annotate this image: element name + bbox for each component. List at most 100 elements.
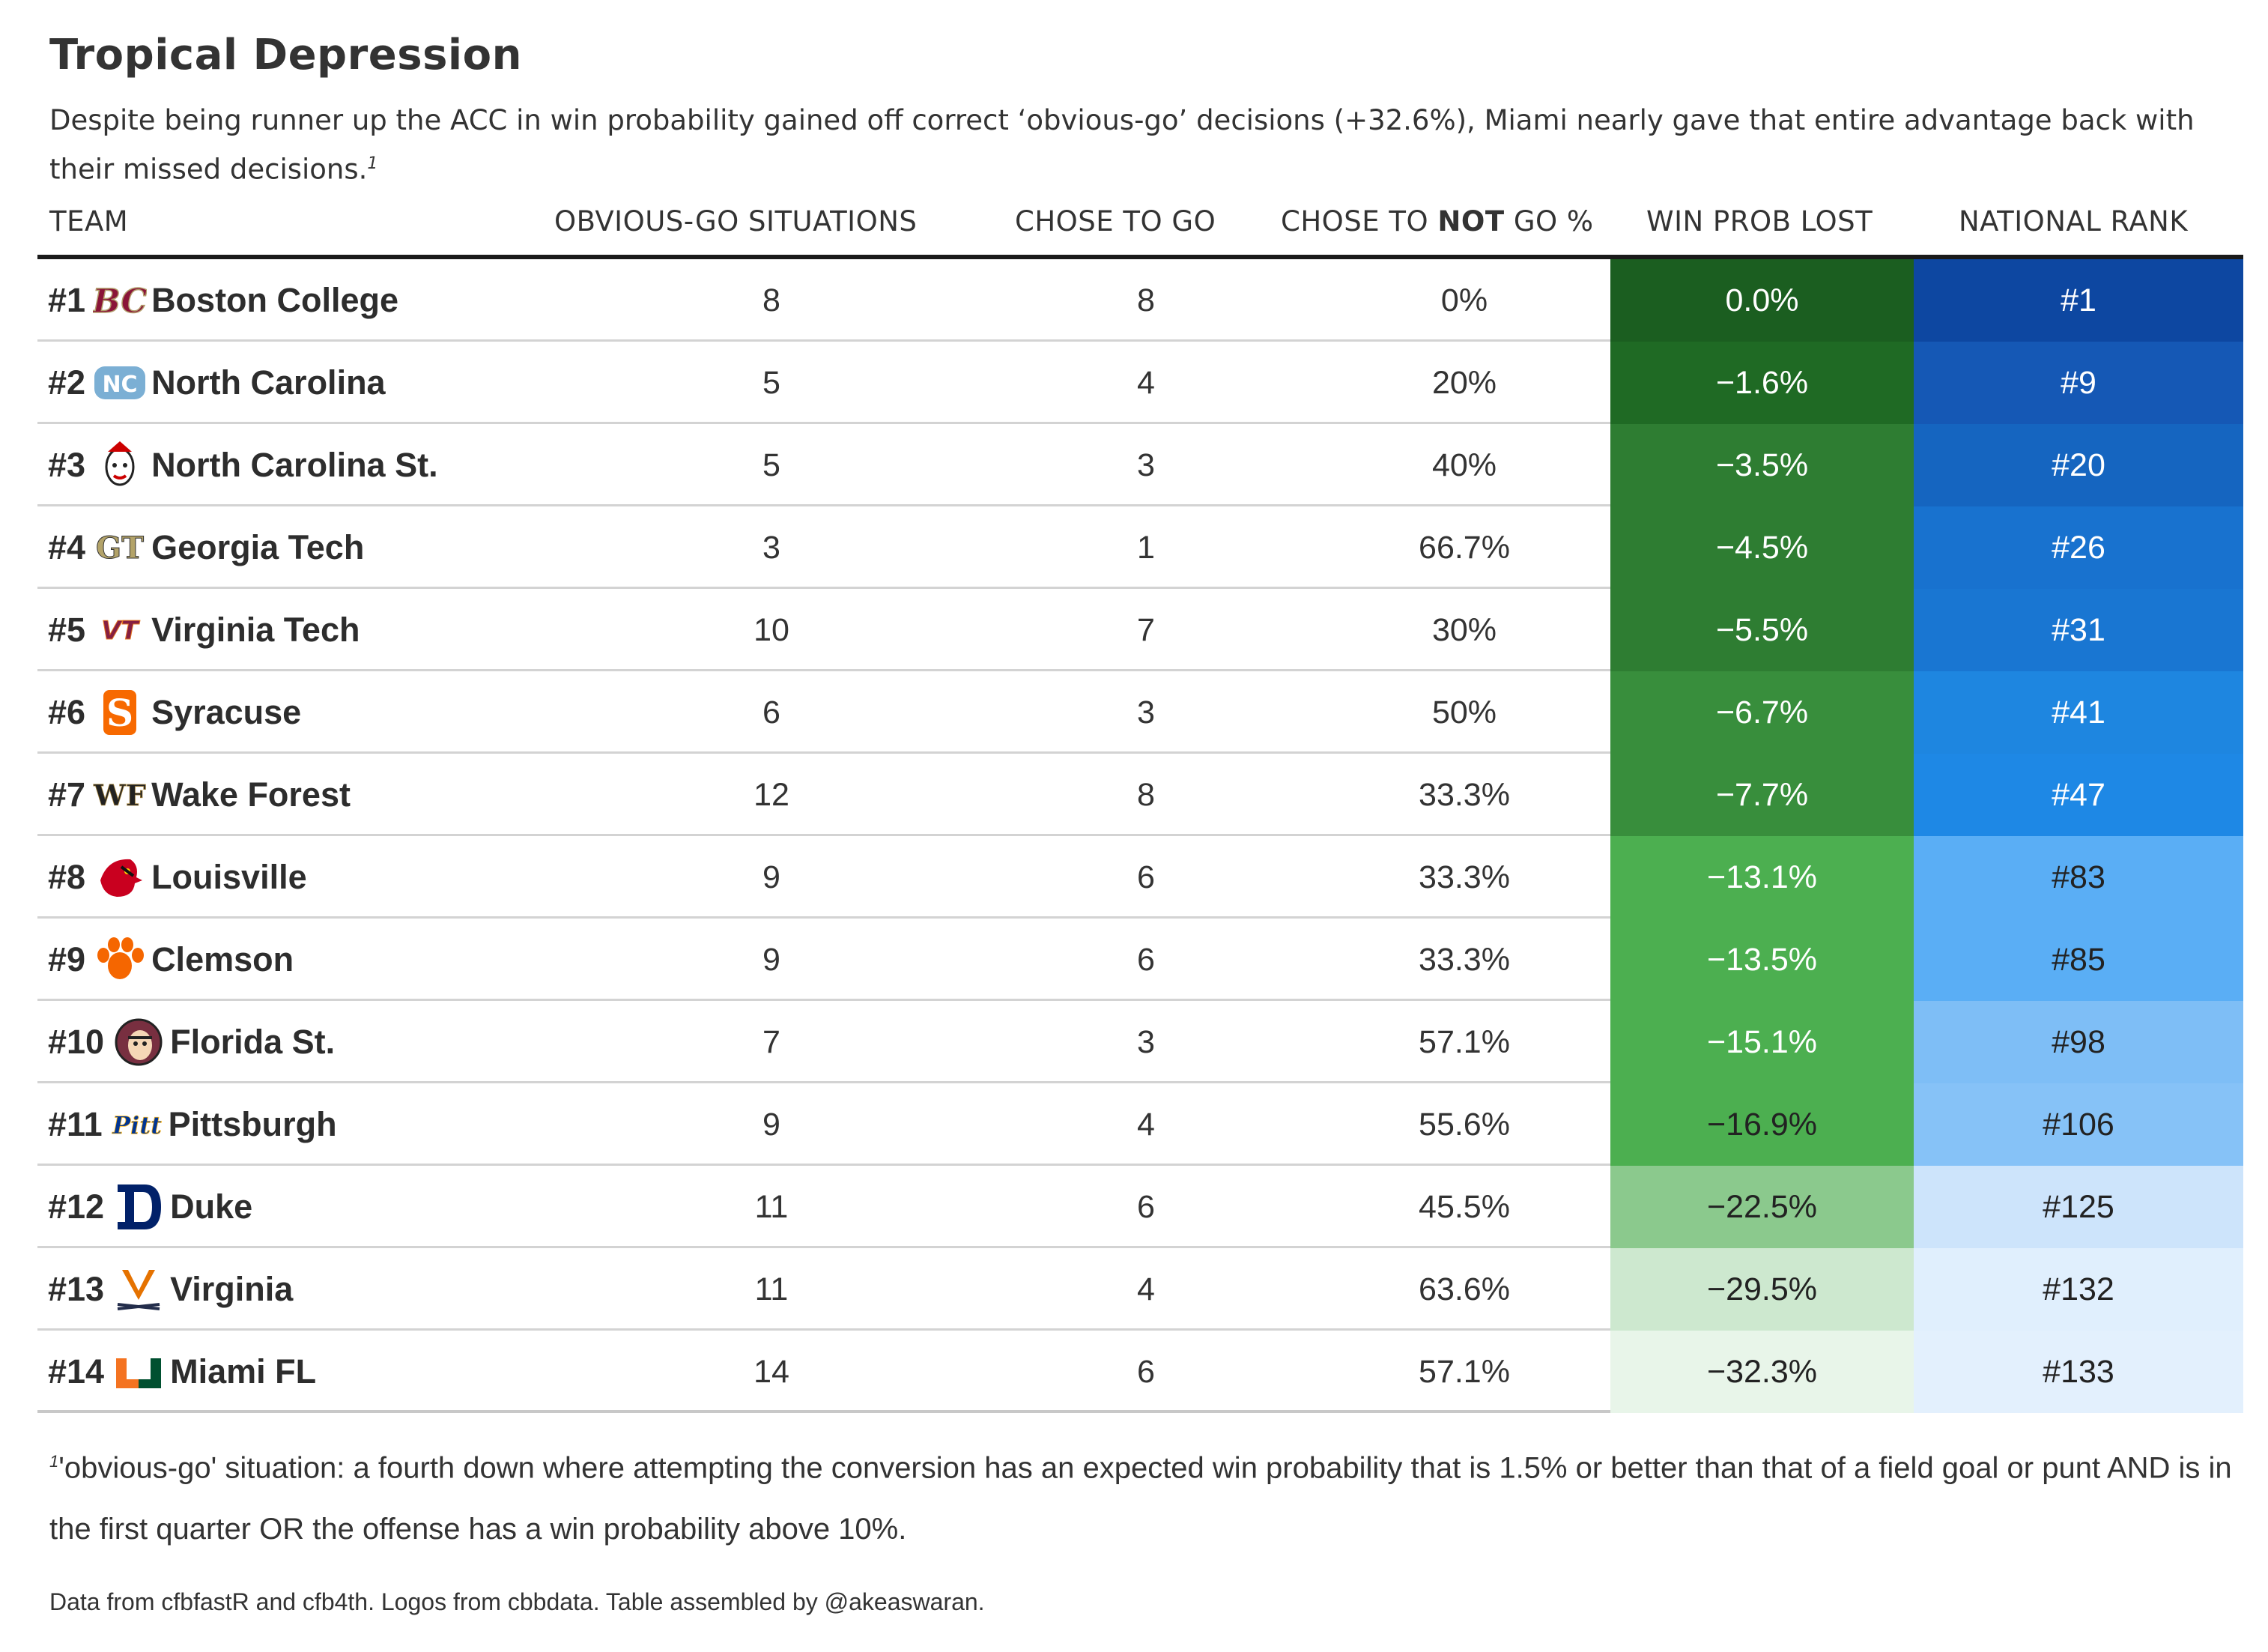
team-cell: #6 S Syracuse xyxy=(48,671,301,754)
table-row: #2 NC North Carolina 5 4 20% −1.6% #9 xyxy=(37,342,2243,424)
header-not-post: GO % xyxy=(1504,205,1594,237)
team-logo-icon: NC xyxy=(93,356,147,410)
header-not-bold: NOT xyxy=(1437,205,1505,237)
team-name: Virginia xyxy=(170,1270,294,1308)
header-chose-to-go: CHOSE TO GO xyxy=(1015,205,1216,237)
chose-not-go-cell: 57.1% xyxy=(1419,1024,1510,1060)
obvious-go-cell: 6 xyxy=(762,695,780,730)
team-rank: #10 xyxy=(48,1023,105,1061)
national-rank-cell: #83 xyxy=(1914,836,2243,919)
obvious-go-cell: 9 xyxy=(762,859,780,895)
obvious-go-cell: 10 xyxy=(754,612,789,648)
chose-not-go-cell: 66.7% xyxy=(1419,530,1510,566)
team-cell: #4 GT Georgia Tech xyxy=(48,506,364,589)
header-not-pre: CHOSE TO xyxy=(1281,205,1438,237)
team-logo-icon: WF xyxy=(93,768,147,822)
team-rank: #3 xyxy=(48,446,86,484)
team-logo-icon xyxy=(112,1180,166,1234)
chose-to-go-cell: 6 xyxy=(1137,1354,1155,1390)
team-name: Boston College xyxy=(151,281,399,319)
national-rank-cell: #9 xyxy=(1914,342,2243,424)
win-prob-lost-cell: 0.0% xyxy=(1610,259,1914,342)
obvious-go-cell: 7 xyxy=(762,1024,780,1060)
win-prob-lost-cell: −15.1% xyxy=(1610,1001,1914,1083)
team-name: Syracuse xyxy=(151,693,302,731)
team-name: Wake Forest xyxy=(151,775,351,814)
team-logo-icon: S xyxy=(93,686,147,739)
obvious-go-cell: 8 xyxy=(762,282,780,318)
team-cell: #2 NC North Carolina xyxy=(48,342,386,424)
svg-text:S: S xyxy=(106,691,133,735)
team-rank: #12 xyxy=(48,1187,105,1226)
win-prob-lost-cell: −7.7% xyxy=(1610,754,1914,836)
national-rank-cell: #106 xyxy=(1914,1083,2243,1166)
team-name: North Carolina xyxy=(151,363,386,402)
chose-not-go-cell: 33.3% xyxy=(1419,859,1510,895)
team-rank: #8 xyxy=(48,858,86,896)
team-logo-icon: BC xyxy=(91,273,148,327)
header-win-prob-lost: WIN PROB LOST xyxy=(1646,205,1873,237)
national-rank-cell: #1 xyxy=(1914,259,2243,342)
chose-to-go-cell: 3 xyxy=(1137,1024,1155,1060)
footnote: 1'obvious-go' situation: a fourth down w… xyxy=(49,1431,2244,1560)
chose-not-go-cell: 40% xyxy=(1431,447,1497,483)
obvious-go-cell: 3 xyxy=(762,530,780,566)
national-rank-cell: #85 xyxy=(1914,919,2243,1001)
team-cell: #8 Louisville xyxy=(48,836,307,919)
chose-not-go-cell: 45.5% xyxy=(1419,1189,1510,1225)
national-rank-cell: #132 xyxy=(1914,1248,2243,1331)
team-logo-icon xyxy=(93,850,147,904)
source-note: Data from cfbfastR and cfb4th. Logos fro… xyxy=(49,1588,985,1615)
svg-text:NC: NC xyxy=(103,372,138,398)
win-prob-lost-cell: −4.5% xyxy=(1610,506,1914,589)
table-row: #12 Duke 11 6 45.5% −22.5% #125 xyxy=(37,1166,2243,1248)
team-rank: #6 xyxy=(48,693,86,731)
team-name: Duke xyxy=(170,1187,253,1226)
obvious-go-cell: 5 xyxy=(762,365,780,401)
team-name: North Carolina St. xyxy=(151,446,438,484)
table-row: #14 Miami FL 14 6 57.1% −32.3% #133 xyxy=(37,1331,2243,1413)
team-cell: #1 BC Boston College xyxy=(48,259,398,342)
chose-not-go-cell: 33.3% xyxy=(1419,942,1510,978)
team-rank: #14 xyxy=(48,1352,105,1391)
chose-to-go-cell: 3 xyxy=(1137,447,1155,483)
team-rank: #1 xyxy=(48,281,86,319)
chose-not-go-cell: 0% xyxy=(1440,282,1488,318)
obvious-go-cell: 9 xyxy=(762,942,780,978)
win-prob-lost-cell: −3.5% xyxy=(1610,424,1914,506)
svg-text:WF: WF xyxy=(93,778,146,812)
win-prob-lost-cell: −13.5% xyxy=(1610,919,1914,1001)
team-cell: #5 VT Virginia Tech xyxy=(48,589,360,671)
chose-not-go-cell: 30% xyxy=(1431,612,1497,648)
team-rank: #13 xyxy=(48,1270,105,1308)
obvious-go-cell: 11 xyxy=(754,1189,789,1225)
national-rank-cell: #26 xyxy=(1914,506,2243,589)
national-rank-cell: #47 xyxy=(1914,754,2243,836)
team-rank: #5 xyxy=(48,611,86,649)
subtitle-note-marker: 1 xyxy=(367,154,378,173)
table-row: #10 Florida St. 7 3 57.1% −15.1% #98 xyxy=(37,1001,2243,1083)
table-row: #3 North Carolina St. 5 3 40% −3.5% #20 xyxy=(37,424,2243,506)
team-cell: #10 Florida St. xyxy=(48,1001,335,1083)
team-logo-icon xyxy=(112,1015,166,1069)
team-rank: #7 xyxy=(48,775,86,814)
team-logo-icon: GT xyxy=(93,521,147,575)
team-cell: #13 Virginia xyxy=(48,1248,293,1331)
table-header: TEAM OBVIOUS-GO SITUATIONS CHOSE TO GO C… xyxy=(37,195,2243,259)
footnote-marker: 1 xyxy=(49,1452,59,1471)
obvious-go-cell: 12 xyxy=(754,777,789,813)
chose-to-go-cell: 8 xyxy=(1137,777,1155,813)
header-national-rank: NATIONAL RANK xyxy=(1959,205,2189,237)
table-row: #1 BC Boston College 8 8 0% 0.0% #1 xyxy=(37,259,2243,342)
team-name: Virginia Tech xyxy=(151,611,360,649)
chose-to-go-cell: 6 xyxy=(1137,859,1155,895)
team-logo-icon: VT xyxy=(93,603,147,657)
team-name: Louisville xyxy=(151,858,307,896)
win-prob-lost-cell: −22.5% xyxy=(1610,1166,1914,1248)
footnote-text: 'obvious-go' situation: a fourth down wh… xyxy=(49,1451,2232,1546)
team-cell: #7 WF Wake Forest xyxy=(48,754,351,836)
table-row: #13 Virginia 11 4 63.6% −29.5% #132 xyxy=(37,1248,2243,1331)
chose-to-go-cell: 3 xyxy=(1137,695,1155,730)
team-logo-icon xyxy=(93,438,147,492)
obvious-go-cell: 5 xyxy=(762,447,780,483)
